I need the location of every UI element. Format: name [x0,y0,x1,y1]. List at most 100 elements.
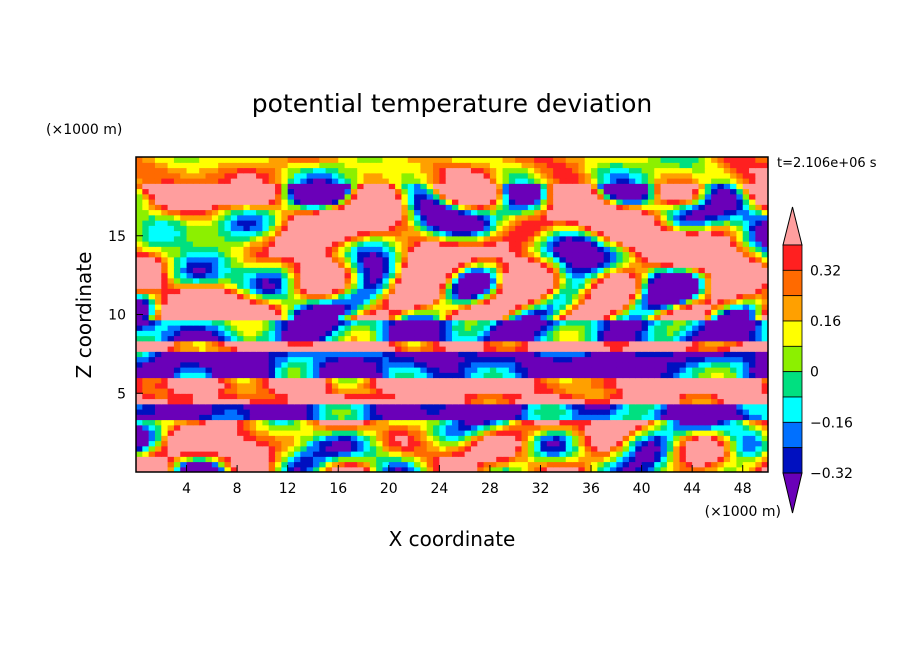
field-cell [685,351,693,358]
field-cell [527,330,535,337]
field-cell [496,382,504,389]
field-cell [281,361,289,368]
field-cell [673,330,681,337]
field-cell [597,293,605,300]
field-cell [489,451,497,457]
field-cell [723,288,731,295]
field-cell [565,246,573,253]
field-cell [685,340,693,347]
field-cell [205,440,213,447]
field-cell [489,277,497,284]
field-cell [306,304,314,310]
field-cell [515,382,523,389]
field-cell [660,466,668,472]
field-cell [268,209,276,216]
field-cell [395,377,403,384]
field-cell [161,283,169,289]
field-cell [610,409,617,415]
field-cell [508,351,516,358]
field-cell [464,214,472,221]
field-cell [553,377,561,384]
field-cell [464,277,472,284]
field-cell [458,304,466,310]
field-cell [414,367,421,373]
field-cell [161,304,169,310]
field-cell [433,382,440,389]
field-cell [230,424,238,431]
field-cell [414,283,421,289]
field-cell [559,262,567,268]
field-cell [268,414,276,421]
field-cell [319,351,327,358]
field-cell [205,466,213,472]
field-cell [717,262,725,268]
field-cell [559,288,567,295]
field-cell [445,393,453,400]
field-cell [452,220,459,226]
field-cell [344,288,352,295]
field-cell [572,414,579,421]
field-cell [136,424,143,431]
field-cell [591,388,598,394]
field-cell [414,241,421,247]
field-cell [666,267,674,274]
field-cell [508,398,516,405]
field-cell [180,466,188,472]
field-cell [730,377,737,384]
field-cell [420,262,428,268]
field-cell [306,283,314,289]
field-cell [148,430,156,436]
field-cell [641,451,649,457]
field-cell [470,293,478,300]
field-cell [154,235,162,242]
field-cell [325,267,333,274]
field-cell [369,356,377,363]
field-cell [211,351,219,358]
field-cell [723,330,731,337]
field-cell [243,424,251,431]
field-cell [281,430,289,436]
field-cell [300,456,308,463]
field-cell [584,335,592,342]
field-cell [470,319,478,326]
field-cell [445,314,453,321]
field-cell [483,409,491,415]
field-cell [357,293,365,300]
field-cell [186,335,194,342]
field-cell [711,461,719,468]
field-cell [452,461,459,468]
field-cell [173,456,181,463]
field-cell [376,367,384,373]
field-cell [635,335,643,342]
field-cell [502,283,510,289]
field-cell [572,361,579,368]
field-cell [338,382,346,389]
field-cell [180,220,188,226]
field-cell [369,377,377,384]
field-cell [395,214,403,221]
field-cell [502,361,510,368]
field-cell [161,340,169,347]
field-cell [237,414,245,421]
field-cell [717,277,725,284]
field-cell [331,377,339,384]
field-cell [142,262,150,268]
field-cell [603,235,611,242]
field-cell [692,414,700,421]
field-cell [262,372,270,379]
field-cell [205,298,213,305]
field-cell [515,267,523,274]
field-cell [622,356,630,363]
field-cell [173,288,181,295]
field-cell [224,251,232,258]
field-cell [154,409,162,415]
field-cell [692,424,700,431]
field-cell [736,293,744,300]
field-cell [496,335,504,342]
field-cell [761,435,768,442]
field-cell [439,262,447,268]
field-cell [363,330,371,337]
field-cell [262,314,270,321]
field-cell [616,367,624,373]
field-cell [565,367,573,373]
